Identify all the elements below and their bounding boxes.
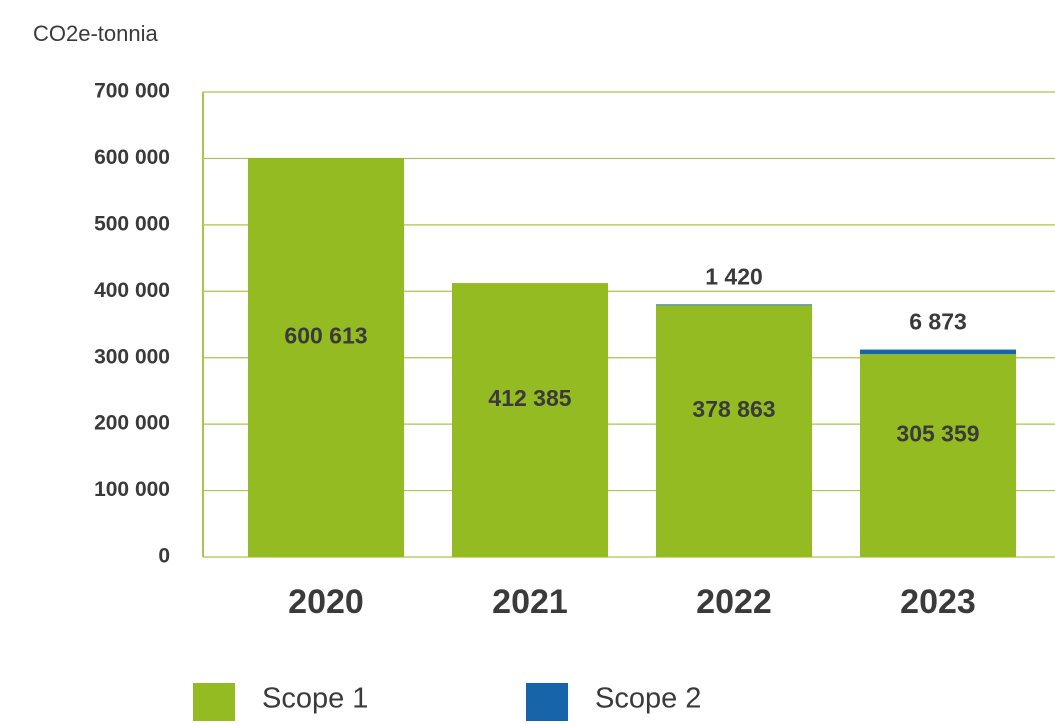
bar-segment [860, 354, 1016, 557]
bar-segment [248, 158, 404, 557]
y-axis-label: CO2e-tonnia [33, 21, 159, 46]
value-label: 412 385 [488, 385, 571, 411]
legend-swatch [193, 683, 235, 721]
bar-segment [656, 305, 812, 557]
x-tick-label: 2021 [492, 583, 568, 621]
value-label: 1 420 [705, 263, 763, 289]
x-tick-label: 2020 [288, 583, 364, 621]
y-tick-label: 400 000 [94, 279, 170, 302]
y-tick-label: 200 000 [94, 412, 170, 435]
y-tick-label: 300 000 [94, 345, 170, 368]
y-tick-label: 700 000 [94, 80, 170, 103]
bar-segment [656, 304, 812, 306]
y-tick-label: 500 000 [94, 212, 170, 235]
value-label: 378 863 [692, 396, 775, 422]
bar-segment [452, 283, 608, 557]
value-label: 305 359 [896, 421, 979, 447]
legend-swatch [526, 683, 568, 721]
x-tick-label: 2022 [696, 583, 772, 621]
legend-label: Scope 1 [262, 683, 368, 715]
value-label: 6 873 [909, 309, 967, 335]
y-tick-label: 0 [158, 545, 170, 568]
bar-segment [860, 349, 1016, 355]
y-tick-label: 100 000 [94, 478, 170, 501]
value-label: 600 613 [284, 323, 367, 349]
y-tick-label: 600 000 [94, 146, 170, 169]
x-tick-label: 2023 [900, 583, 976, 621]
legend-label: Scope 2 [595, 683, 701, 715]
